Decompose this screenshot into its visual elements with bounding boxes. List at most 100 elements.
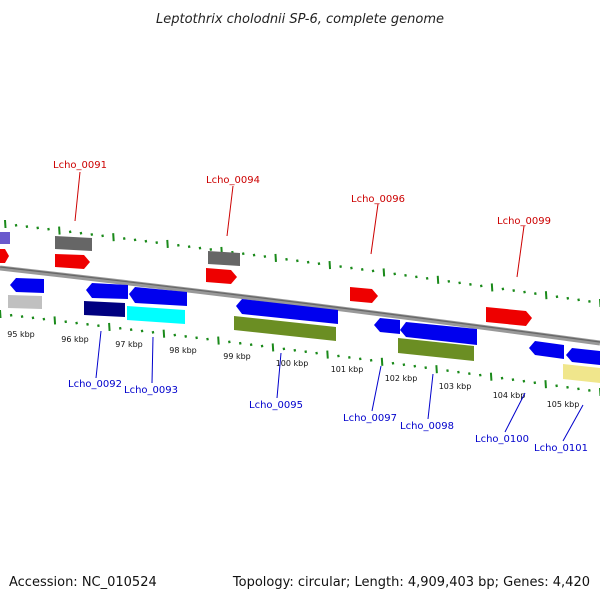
gene-arrow[interactable] <box>400 322 477 345</box>
leader-line <box>74 171 81 222</box>
gene-feature[interactable] <box>127 306 185 324</box>
minor-tick <box>534 292 537 296</box>
minor-tick <box>555 295 559 299</box>
gene-arrow[interactable] <box>129 287 187 306</box>
gene-label[interactable]: Lcho_0099 <box>497 216 551 227</box>
minor-tick <box>133 238 137 242</box>
gene-feature[interactable] <box>55 236 92 251</box>
gene-arrow[interactable] <box>236 299 338 324</box>
ruler-label: 96 kbp <box>61 335 89 344</box>
gene-arrow[interactable] <box>10 278 44 293</box>
minor-tick <box>64 320 68 324</box>
gene-feature[interactable] <box>563 364 600 383</box>
minor-tick <box>9 313 13 317</box>
gene-feature[interactable] <box>234 316 336 341</box>
major-tick <box>544 380 547 389</box>
minor-tick <box>285 257 288 261</box>
gene-arrow[interactable] <box>55 254 90 269</box>
minor-tick <box>511 378 515 382</box>
major-tick <box>435 365 438 374</box>
forward-strand-genes <box>0 232 532 326</box>
minor-tick <box>371 269 375 273</box>
major-tick <box>271 343 275 352</box>
gene-label[interactable]: Lcho_0091 <box>53 160 107 171</box>
minor-tick <box>151 330 155 334</box>
gene-label[interactable]: Lcho_0092 <box>68 379 122 390</box>
lower-gene-labels: Lcho_0092 Lcho_0093 Lcho_0095 Lcho_0097 … <box>68 330 588 454</box>
major-tick <box>274 253 277 262</box>
minor-tick <box>415 275 418 279</box>
minor-tick <box>500 376 504 380</box>
gene-arrow[interactable] <box>529 341 564 359</box>
gene-arrow[interactable] <box>206 268 237 284</box>
minor-tick <box>424 366 428 370</box>
minor-tick <box>457 370 460 374</box>
minor-tick <box>122 237 126 240</box>
minor-tick <box>566 385 569 389</box>
gene-arrow[interactable] <box>350 287 378 303</box>
minor-tick <box>238 341 242 345</box>
minor-tick <box>129 328 133 332</box>
minor-tick <box>195 336 198 340</box>
minor-tick <box>339 265 342 268</box>
gene-arrow[interactable] <box>0 249 9 263</box>
gene-label[interactable]: Lcho_0094 <box>206 175 260 186</box>
minor-tick <box>360 268 364 271</box>
minor-tick <box>512 289 516 292</box>
minor-tick <box>468 372 471 376</box>
minor-tick <box>293 348 297 352</box>
minor-tick <box>25 225 29 229</box>
reverse-strand-genes <box>8 278 600 383</box>
minor-tick <box>393 272 397 276</box>
gene-feature[interactable] <box>208 251 240 266</box>
minor-tick <box>79 231 83 235</box>
minor-tick <box>206 337 209 341</box>
major-tick <box>380 357 384 366</box>
minor-tick <box>479 284 483 288</box>
gene-label[interactable]: Lcho_0093 <box>124 385 178 396</box>
ruler-label: 102 kbp <box>385 374 418 383</box>
major-tick <box>490 283 494 292</box>
gene-label[interactable]: Lcho_0097 <box>343 413 397 424</box>
gene-label[interactable]: Lcho_0096 <box>351 194 405 205</box>
minor-tick <box>523 290 526 294</box>
minor-tick <box>86 322 89 326</box>
leader-line <box>276 352 282 399</box>
gene-arrow[interactable] <box>566 348 600 365</box>
minor-tick <box>577 387 580 391</box>
ruler-label: 101 kbp <box>331 365 364 374</box>
ruler-label: 100 kbp <box>276 359 309 368</box>
major-tick <box>436 275 440 284</box>
gene-label[interactable]: Lcho_0101 <box>534 443 588 454</box>
minor-tick <box>144 239 148 243</box>
minor-tick <box>184 334 188 338</box>
minor-tick <box>20 315 24 318</box>
gene-feature[interactable] <box>0 232 10 244</box>
ruler-label: 104 kbp <box>493 391 526 400</box>
gene-arrow[interactable] <box>86 283 128 299</box>
minor-tick <box>228 340 231 344</box>
minor-tick <box>478 373 482 377</box>
leader-line <box>427 373 434 420</box>
gene-label[interactable]: Lcho_0095 <box>249 400 303 411</box>
gene-arrow[interactable] <box>374 318 400 334</box>
lower-tick-track <box>0 309 600 397</box>
gene-feature[interactable] <box>8 295 42 309</box>
gene-feature[interactable] <box>398 338 474 361</box>
major-tick <box>162 329 166 338</box>
ruler-label: 98 kbp <box>169 346 197 355</box>
gene-label[interactable]: Lcho_0100 <box>475 434 529 445</box>
minor-tick <box>458 281 461 285</box>
minor-tick <box>296 259 299 263</box>
minor-tick <box>252 253 256 257</box>
genome-backbone <box>0 265 600 346</box>
topology-label: Topology: circular; Length: 4,909,403 bp… <box>232 575 590 590</box>
minor-tick <box>75 321 78 325</box>
major-tick <box>328 261 332 270</box>
gene-label[interactable]: Lcho_0098 <box>400 421 454 432</box>
minor-tick <box>177 243 180 247</box>
major-tick <box>0 309 2 319</box>
gene-arrow[interactable] <box>486 307 532 326</box>
gene-feature[interactable] <box>84 301 125 317</box>
